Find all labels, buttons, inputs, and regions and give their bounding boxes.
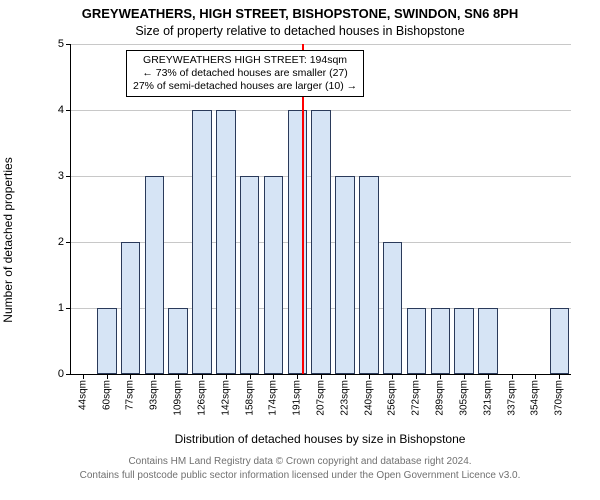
x-tick-label: 174sqm bbox=[268, 380, 279, 416]
chart-subtitle: Size of property relative to detached ho… bbox=[0, 24, 600, 38]
x-tick-mark bbox=[130, 374, 131, 379]
x-tick-mark bbox=[392, 374, 393, 379]
x-tick-label: 370sqm bbox=[554, 380, 565, 416]
histogram-bar bbox=[168, 308, 188, 374]
x-tick-mark bbox=[345, 374, 346, 379]
footer-line-1: Contains HM Land Registry data © Crown c… bbox=[0, 456, 600, 467]
x-tick-label: 223sqm bbox=[339, 380, 350, 416]
x-tick-label: 240sqm bbox=[363, 380, 374, 416]
x-tick-label: 93sqm bbox=[149, 380, 160, 410]
y-tick-mark bbox=[66, 44, 71, 45]
x-tick-mark bbox=[297, 374, 298, 379]
x-tick-mark bbox=[512, 374, 513, 379]
y-tick-mark bbox=[66, 176, 71, 177]
histogram-bar bbox=[311, 110, 331, 374]
x-tick-mark bbox=[488, 374, 489, 379]
x-tick-label: 158sqm bbox=[244, 380, 255, 416]
plot-area: 44sqm60sqm77sqm93sqm109sqm126sqm142sqm15… bbox=[70, 44, 571, 375]
x-tick-label: 109sqm bbox=[173, 380, 184, 416]
y-axis-label: Number of detached properties bbox=[1, 157, 15, 322]
footer-line-2: Contains full postcode public sector inf… bbox=[0, 470, 600, 481]
histogram-bar bbox=[478, 308, 498, 374]
histogram-bar bbox=[240, 176, 260, 374]
y-tick-mark bbox=[66, 242, 71, 243]
x-tick-mark bbox=[273, 374, 274, 379]
x-tick-label: 305sqm bbox=[458, 380, 469, 416]
histogram-bar bbox=[264, 176, 284, 374]
x-tick-label: 191sqm bbox=[292, 380, 303, 416]
x-tick-label: 44sqm bbox=[77, 380, 88, 410]
x-tick-label: 207sqm bbox=[316, 380, 327, 416]
y-tick-mark bbox=[66, 374, 71, 375]
x-tick-mark bbox=[107, 374, 108, 379]
x-tick-mark bbox=[440, 374, 441, 379]
histogram-bar bbox=[359, 176, 379, 374]
x-tick-mark bbox=[154, 374, 155, 379]
y-tick-label: 2 bbox=[34, 236, 64, 248]
x-tick-mark bbox=[250, 374, 251, 379]
gridline bbox=[71, 44, 571, 45]
x-tick-mark bbox=[83, 374, 84, 379]
histogram-bar bbox=[335, 176, 355, 374]
x-tick-mark bbox=[535, 374, 536, 379]
x-tick-label: 256sqm bbox=[387, 380, 398, 416]
x-tick-mark bbox=[369, 374, 370, 379]
x-tick-mark bbox=[178, 374, 179, 379]
x-tick-label: 272sqm bbox=[411, 380, 422, 416]
histogram-bar bbox=[454, 308, 474, 374]
chart-title: GREYWEATHERS, HIGH STREET, BISHOPSTONE, … bbox=[0, 6, 600, 21]
x-tick-mark bbox=[226, 374, 227, 379]
histogram-bar bbox=[550, 308, 570, 374]
x-tick-mark bbox=[321, 374, 322, 379]
histogram-bar bbox=[216, 110, 236, 374]
x-tick-label: 142sqm bbox=[220, 380, 231, 416]
x-tick-label: 354sqm bbox=[530, 380, 541, 416]
x-tick-label: 77sqm bbox=[125, 380, 136, 410]
histogram-bar bbox=[121, 242, 141, 374]
x-tick-mark bbox=[416, 374, 417, 379]
histogram-bar bbox=[431, 308, 451, 374]
x-tick-label: 321sqm bbox=[482, 380, 493, 416]
x-tick-mark bbox=[464, 374, 465, 379]
x-tick-label: 60sqm bbox=[101, 380, 112, 410]
y-tick-mark bbox=[66, 110, 71, 111]
histogram-bar bbox=[192, 110, 212, 374]
histogram-bar bbox=[407, 308, 427, 374]
x-tick-mark bbox=[559, 374, 560, 379]
y-tick-label: 0 bbox=[34, 368, 64, 380]
y-tick-mark bbox=[66, 308, 71, 309]
x-tick-label: 337sqm bbox=[506, 380, 517, 416]
y-tick-label: 3 bbox=[34, 170, 64, 182]
y-tick-label: 4 bbox=[34, 104, 64, 116]
histogram-bar bbox=[97, 308, 117, 374]
x-tick-mark bbox=[202, 374, 203, 379]
histogram-bar bbox=[288, 110, 308, 374]
histogram-bar bbox=[383, 242, 403, 374]
y-tick-label: 1 bbox=[34, 302, 64, 314]
histogram-bar bbox=[145, 176, 165, 374]
x-tick-label: 126sqm bbox=[196, 380, 207, 416]
annotation-box: GREYWEATHERS HIGH STREET: 194sqm← 73% of… bbox=[126, 50, 364, 97]
chart-container: { "title_line1": "GREYWEATHERS, HIGH STR… bbox=[0, 0, 600, 500]
y-tick-label: 5 bbox=[34, 38, 64, 50]
x-tick-label: 289sqm bbox=[435, 380, 446, 416]
x-axis-label: Distribution of detached houses by size … bbox=[70, 432, 570, 446]
